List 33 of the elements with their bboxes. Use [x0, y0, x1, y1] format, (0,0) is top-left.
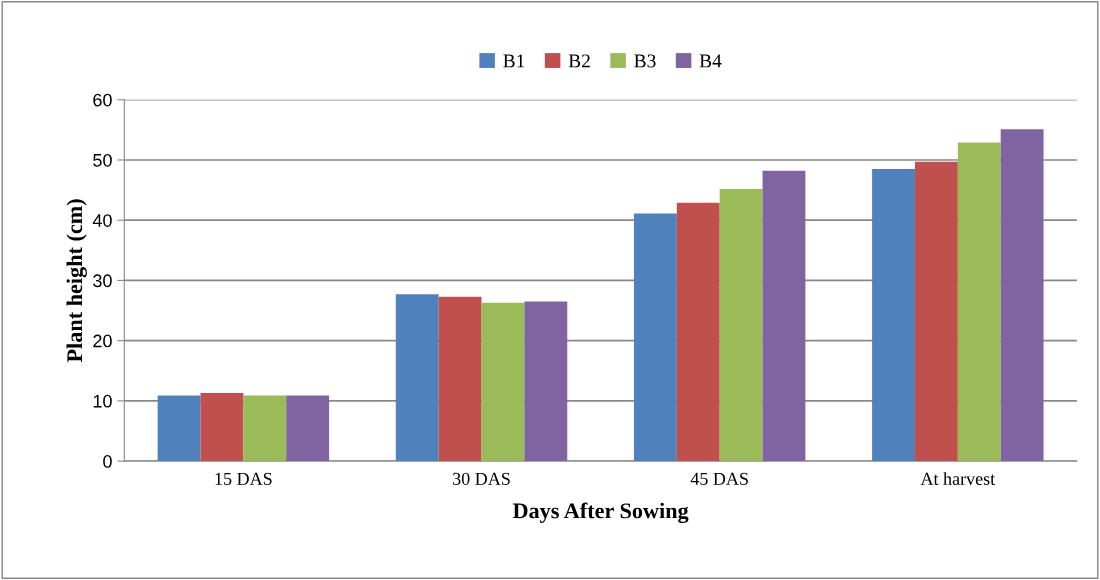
bar — [243, 395, 287, 462]
bar — [200, 393, 244, 462]
bar — [633, 213, 677, 462]
y-tick-label: 0 — [103, 455, 112, 468]
bar — [957, 142, 1001, 462]
y-tick-label: 50 — [93, 153, 112, 167]
y-tick-label: 20 — [93, 334, 112, 348]
x-tick-label: 30 DAS — [453, 472, 510, 485]
x-tick-label: At harvest — [920, 472, 996, 485]
legend-label: B2 — [568, 54, 590, 68]
bar — [719, 188, 763, 462]
legend-label: B1 — [503, 54, 525, 68]
x-axis-title: Days After Sowing — [512, 502, 689, 524]
bar — [157, 395, 201, 462]
y-tick-label: 40 — [92, 214, 112, 227]
legend-label: B3 — [634, 54, 656, 68]
y-tick-label: 30 — [93, 274, 112, 288]
bar — [481, 302, 525, 462]
bar — [914, 161, 958, 462]
x-tick-label: 15 DAS — [215, 472, 272, 485]
bar — [872, 169, 915, 462]
bar — [676, 202, 720, 462]
bar — [438, 296, 482, 462]
y-axis-title: Plant height (cm) — [66, 199, 87, 363]
bar — [395, 294, 439, 462]
bar — [524, 301, 568, 462]
y-tick-label: 10 — [93, 394, 112, 408]
bar — [286, 395, 330, 462]
bar — [1000, 129, 1044, 462]
x-tick-label: 45 DAS — [690, 472, 748, 485]
y-tick-label: 60 — [93, 93, 112, 107]
bar — [762, 170, 806, 462]
legend-label: B4 — [699, 54, 722, 68]
